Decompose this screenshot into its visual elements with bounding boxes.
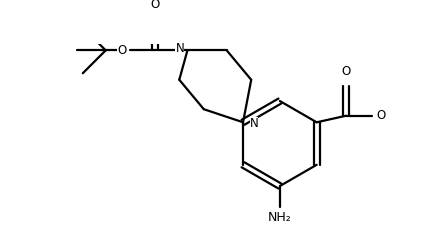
Text: N: N (250, 117, 258, 130)
Text: O: O (377, 109, 385, 122)
Text: O: O (117, 44, 126, 57)
Text: O: O (150, 0, 159, 11)
Text: NH₂: NH₂ (268, 211, 292, 224)
Text: O: O (341, 65, 351, 78)
Text: N: N (176, 42, 184, 55)
